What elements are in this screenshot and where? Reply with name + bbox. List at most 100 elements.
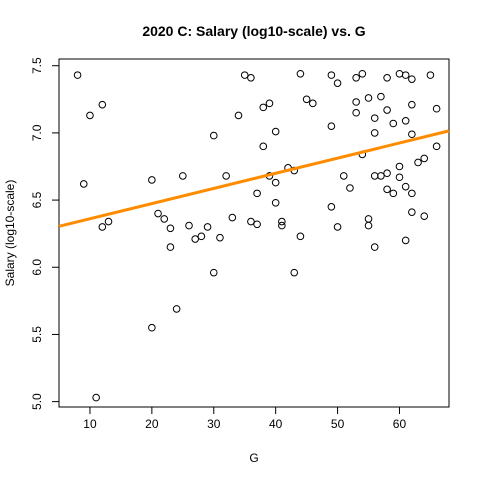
data-point	[333, 79, 342, 87]
data-point	[364, 94, 373, 102]
data-point	[253, 189, 261, 198]
data-point	[377, 172, 385, 180]
data-point	[327, 122, 336, 130]
x-tick-label: 40	[269, 417, 283, 431]
data-point	[79, 180, 88, 188]
data-point	[216, 233, 224, 242]
data-point	[73, 71, 82, 79]
data-point	[309, 99, 317, 108]
data-point	[383, 185, 391, 194]
data-point	[271, 198, 280, 207]
data-point	[352, 74, 360, 82]
data-point	[271, 127, 280, 136]
data-point	[408, 130, 416, 139]
data-point	[352, 108, 360, 117]
data-point	[197, 232, 206, 241]
data-point	[148, 323, 156, 332]
data-points	[73, 69, 441, 402]
data-point	[98, 100, 107, 109]
x-tick-label: 30	[207, 417, 221, 431]
data-point	[265, 99, 274, 108]
data-point	[414, 158, 422, 167]
data-point	[426, 71, 435, 79]
data-point	[209, 268, 218, 277]
data-point	[383, 74, 391, 82]
data-point	[247, 74, 255, 82]
data-point	[346, 184, 354, 192]
data-point	[278, 217, 286, 226]
y-tick-label: 5.0	[30, 393, 44, 410]
data-point	[389, 119, 398, 128]
data-point	[166, 224, 175, 233]
data-point	[339, 172, 348, 180]
y-axis-label: Salary (log10-scale)	[3, 180, 17, 287]
data-point	[278, 221, 286, 230]
data-point	[185, 221, 193, 230]
data-point	[296, 69, 305, 78]
regression-line	[58, 129, 450, 228]
data-point	[389, 189, 398, 198]
data-point	[370, 243, 379, 251]
data-point	[253, 220, 261, 229]
data-point	[401, 117, 410, 125]
x-axis-label: G	[249, 451, 258, 465]
data-point	[172, 305, 181, 313]
data-point	[209, 131, 218, 140]
x-tick-label: 20	[145, 417, 159, 431]
data-point	[395, 162, 404, 171]
data-point	[222, 172, 230, 180]
data-point	[290, 268, 299, 277]
data-point	[395, 173, 404, 182]
data-point	[296, 232, 305, 241]
data-point	[401, 236, 410, 245]
data-point	[352, 98, 360, 106]
data-point	[401, 71, 410, 79]
data-point	[327, 202, 336, 211]
x-tick-label: 10	[83, 417, 97, 431]
data-point	[383, 106, 391, 114]
data-point	[86, 111, 94, 120]
data-point	[401, 182, 410, 191]
data-point	[154, 209, 162, 218]
x-tick-label: 60	[393, 417, 407, 431]
y-tick-label: 5.5	[30, 326, 44, 343]
data-point	[92, 393, 100, 402]
data-point	[240, 71, 249, 79]
data-point	[383, 169, 391, 178]
data-point	[370, 129, 379, 137]
y-tick-label: 7.0	[30, 124, 44, 141]
data-point	[420, 212, 429, 221]
data-point	[432, 142, 441, 151]
data-point	[98, 223, 107, 231]
data-point	[408, 189, 416, 198]
x-axis: 10 20 30 40 50 60	[83, 406, 407, 431]
y-tick-label: 7.5	[30, 57, 44, 74]
data-point	[358, 69, 367, 78]
data-point	[191, 235, 199, 243]
y-tick-label: 6.5	[30, 191, 44, 208]
data-point	[327, 71, 336, 79]
data-point	[160, 215, 169, 223]
y-axis: 5.0 5.5 6.0 6.5 7.0 7.5	[30, 57, 60, 410]
data-point	[234, 111, 243, 120]
data-point	[420, 154, 429, 163]
data-point	[247, 217, 255, 226]
data-point	[259, 103, 268, 112]
data-point	[271, 178, 280, 187]
data-point	[166, 243, 175, 251]
data-point	[408, 100, 416, 109]
data-point	[104, 217, 113, 226]
data-point	[203, 223, 212, 231]
data-point	[179, 172, 187, 180]
data-point	[377, 92, 385, 101]
data-point	[228, 213, 237, 222]
data-point	[148, 176, 156, 184]
data-point	[432, 104, 441, 113]
data-point	[333, 223, 342, 231]
x-tick-label: 50	[331, 417, 345, 431]
y-tick-label: 6.0	[30, 259, 44, 276]
chart-title: 2020 C: Salary (log10-scale) vs. G	[142, 23, 365, 39]
data-point	[408, 75, 416, 83]
